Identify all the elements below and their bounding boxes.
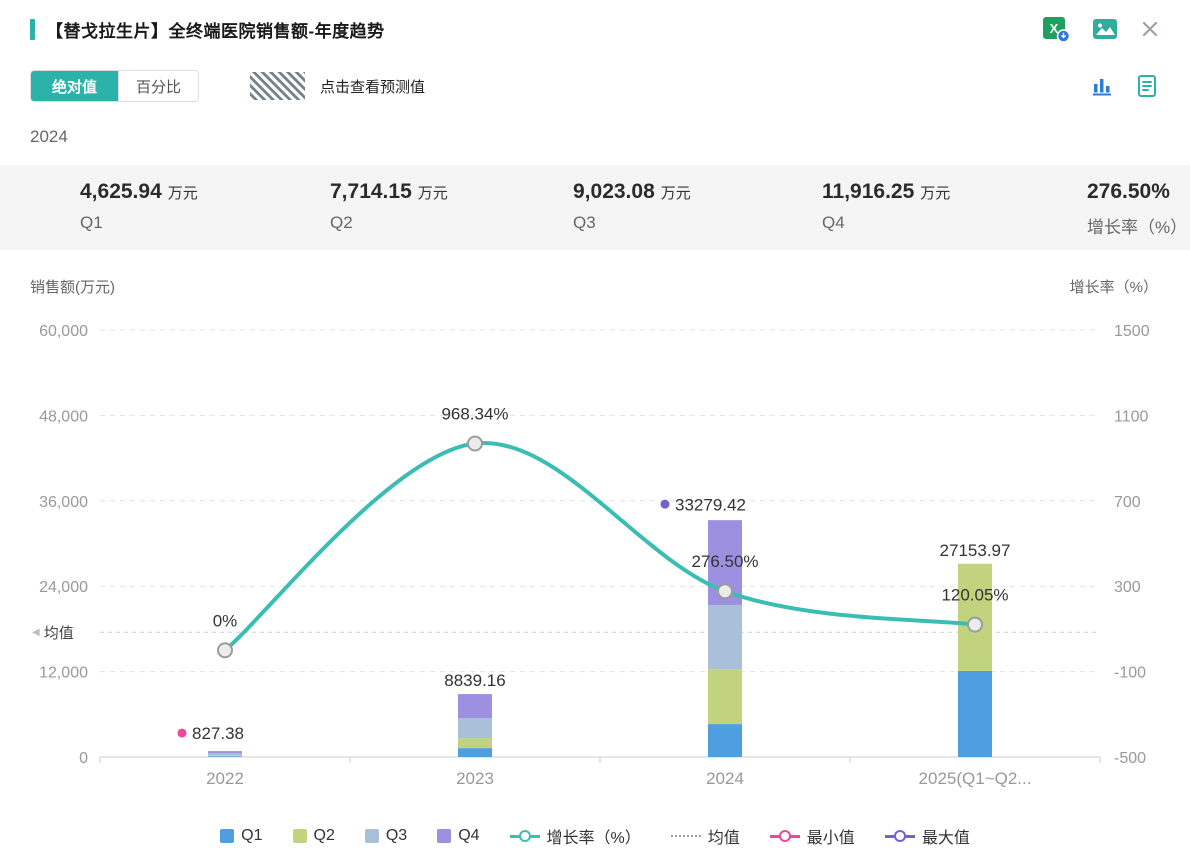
year-label: 2024 (30, 127, 68, 146)
legend-line-circle-icon (884, 829, 915, 843)
svg-text:36,000: 36,000 (39, 494, 88, 511)
legend-item-q1[interactable]: Q1 (220, 827, 263, 845)
svg-text:2024: 2024 (706, 769, 744, 788)
legend-swatch-icon (220, 829, 235, 843)
toggle-absolute-value[interactable]: 绝对值 (31, 71, 119, 101)
svg-text:1100: 1100 (1114, 408, 1149, 425)
trend-chart[interactable]: 60,000 1500 48,000 1100 36,000 700 24,000 300 12… (0, 300, 1190, 868)
legend-label: Q1 (241, 827, 263, 844)
chart-legend: Q1 Q2 Q3 Q4 增长率（%） 均值 最小值 最大值 (0, 824, 1190, 848)
trend-chart-svg[interactable]: 60,000 1500 48,000 1100 36,000 700 24,000 300 12… (0, 300, 1190, 868)
svg-text:27153.97: 27153.97 (940, 541, 1011, 560)
excel-export-icon[interactable]: X (1042, 16, 1070, 42)
svg-text:120.05%: 120.05% (941, 586, 1008, 605)
toolbar-icons (1090, 74, 1158, 98)
legend-label: Q2 (313, 827, 335, 844)
svg-text:8839.16: 8839.16 (444, 671, 505, 690)
page-title: 【替戈拉生片】全终端医院销售额-年度趋势 (46, 21, 385, 41)
svg-text:60,000: 60,000 (39, 323, 88, 340)
toggle-percentage[interactable]: 百分比 (118, 71, 199, 101)
mean-label-text: 均值 (43, 625, 74, 642)
legend-item-q2[interactable]: Q2 (292, 827, 335, 845)
mean-markline-label: ◀ 均值 (32, 622, 74, 643)
svg-text:2022: 2022 (206, 769, 244, 788)
legend-swatch-icon (292, 829, 307, 843)
svg-text:968.34%: 968.34% (441, 405, 508, 424)
header: 【替戈拉生片】全终端医院销售额-年度趋势 X (30, 14, 1160, 44)
svg-text:2023: 2023 (456, 769, 494, 788)
svg-text:1500: 1500 (1114, 323, 1150, 340)
stat-unit: 万元 (167, 185, 198, 202)
legend-label: Q3 (385, 827, 408, 844)
legend-label: 增长率（%） (546, 830, 641, 847)
legend-swatch-icon (437, 829, 452, 843)
legend-swatch-icon (364, 829, 379, 843)
legend-label: 均值 (707, 830, 740, 847)
legend-dotted-line-icon (670, 835, 701, 837)
legend-item-q3[interactable]: Q3 (364, 827, 408, 845)
legend-item-min[interactable]: 最小值 (769, 824, 855, 848)
stat-value: 9,023.08 万元 (573, 180, 691, 203)
header-icons: X (1042, 16, 1160, 42)
bar-chart-view-icon[interactable] (1090, 74, 1114, 98)
svg-text:276.50%: 276.50% (691, 552, 758, 571)
forecast-hint-label[interactable]: 点击查看预测值 (320, 78, 426, 96)
svg-text:-100: -100 (1114, 665, 1146, 682)
svg-text:300: 300 (1114, 579, 1141, 596)
svg-text:33279.42: 33279.42 (675, 496, 746, 515)
svg-text:12,000: 12,000 (39, 665, 88, 682)
legend-item-max[interactable]: 最大值 (884, 824, 970, 848)
stat-card-q1: 4,625.94 万元 Q1 (80, 180, 198, 233)
svg-text:0: 0 (79, 750, 88, 767)
left-axis-title: 销售额(万元) (30, 279, 115, 296)
stat-label: 增长率（%） (1087, 218, 1188, 237)
title-accent-bar (30, 18, 35, 40)
stat-value: 11,916.25 万元 (822, 180, 951, 203)
legend-label: 最小值 (806, 830, 855, 847)
stat-card-growth: 276.50% 增长率（%） (1087, 180, 1187, 238)
stat-label: Q4 (822, 213, 845, 232)
legend-item-q4[interactable]: Q4 (437, 827, 480, 845)
stat-card-q4: 11,916.25 万元 Q4 (822, 180, 950, 233)
toolbar: 绝对值 百分比 点击查看预测值 (30, 70, 1160, 102)
image-export-icon[interactable] (1092, 16, 1118, 42)
close-icon[interactable] (1140, 19, 1160, 39)
svg-text:-500: -500 (1114, 750, 1146, 767)
svg-text:X: X (1050, 21, 1059, 36)
forecast-hatch-swatch[interactable] (250, 72, 306, 100)
stat-label: Q3 (573, 213, 596, 232)
stat-unit: 万元 (417, 185, 448, 202)
value-mode-toggle: 绝对值 百分比 (30, 70, 200, 102)
legend-line-circle-icon (769, 829, 800, 843)
stat-label: Q2 (330, 213, 353, 232)
svg-text:827.38: 827.38 (192, 724, 244, 743)
legend-item-mean[interactable]: 均值 (670, 824, 740, 848)
legend-line-circle-icon (509, 829, 540, 843)
stat-label: Q1 (80, 213, 103, 232)
stat-value: 7,714.15 万元 (330, 180, 448, 203)
svg-text:2025(Q1~Q2...: 2025(Q1~Q2... (919, 769, 1032, 788)
table-view-icon[interactable] (1136, 74, 1158, 98)
legend-label: 最大值 (921, 830, 970, 847)
svg-text:24,000: 24,000 (39, 579, 88, 596)
stat-unit: 万元 (660, 185, 691, 202)
stat-card-q3: 9,023.08 万元 Q3 (573, 180, 691, 233)
stat-unit: 万元 (920, 185, 951, 202)
quarter-stats-bar: 4,625.94 万元 Q1 7,714.15 万元 Q2 9,023.08 万元 Q3 11,9… (0, 165, 1190, 250)
svg-text:700: 700 (1114, 494, 1141, 511)
legend-item-growth-rate[interactable]: 增长率（%） (509, 824, 641, 848)
left-arrow-icon: ◀ (32, 627, 40, 638)
stat-card-q2: 7,714.15 万元 Q2 (330, 180, 448, 233)
svg-text:0%: 0% (213, 611, 238, 630)
stat-value: 276.50% (1087, 180, 1170, 203)
stat-value: 4,625.94 万元 (80, 180, 198, 203)
right-axis-title: 增长率（%） (1069, 279, 1158, 296)
svg-text:48,000: 48,000 (39, 408, 88, 425)
legend-label: Q4 (458, 827, 480, 844)
